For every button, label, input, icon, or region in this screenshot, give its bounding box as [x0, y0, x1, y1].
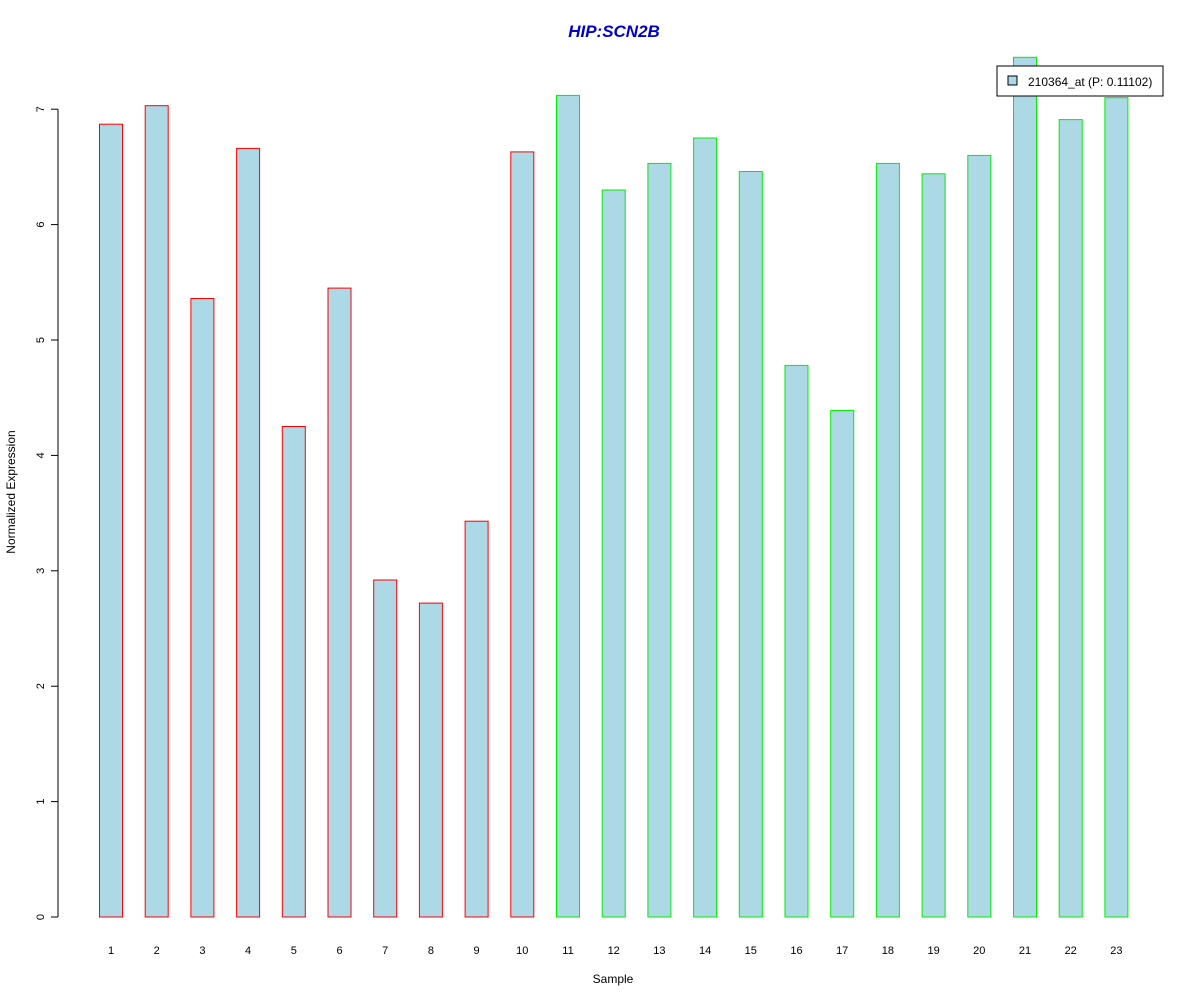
bar-sample-14	[693, 137, 718, 918]
bar-sample-12	[601, 189, 626, 918]
x-tick-label-15: 15	[745, 945, 757, 957]
chart-title: HIP:SCN2B	[568, 22, 660, 41]
bar-sample-19	[921, 173, 946, 918]
bar-sample-23	[1104, 97, 1129, 918]
bar-sample-17	[830, 409, 855, 918]
x-tick-label-21: 21	[1019, 945, 1031, 957]
bar-sample-9	[464, 520, 489, 918]
bar-sample-10	[510, 151, 535, 918]
bar-sample-8	[418, 602, 443, 918]
legend-swatch	[1007, 75, 1018, 86]
y-axis: 0 1 2 3 4 5 6 7	[35, 106, 59, 920]
y-tick-label-2: 2	[35, 683, 47, 689]
x-tick-label-3: 3	[199, 945, 205, 957]
x-tick-label-13: 13	[653, 945, 665, 957]
legend-label: 210364_at (P: 0.11102)	[1028, 75, 1152, 89]
y-tick-label-6: 6	[35, 222, 47, 228]
x-tick-labels: 1 2 3 4 5 6 7 8 9 10 11 12 13 14 15 16 17 18 19 20 21 22 23	[108, 945, 1123, 957]
x-axis-label: Sample	[593, 972, 634, 986]
x-tick-label-19: 19	[927, 945, 939, 957]
x-tick-label-14: 14	[699, 945, 711, 957]
x-tick-label-12: 12	[608, 945, 620, 957]
legend: 210364_at (P: 0.11102)	[996, 65, 1164, 97]
bar-sample-7	[373, 579, 398, 918]
x-tick-label-10: 10	[516, 945, 528, 957]
y-axis-label: Normalized Expression	[4, 430, 18, 553]
x-tick-label-11: 11	[562, 945, 573, 957]
bar-sample-1	[99, 123, 123, 918]
bar-sample-22	[1058, 119, 1083, 918]
x-tick-label-18: 18	[882, 945, 894, 957]
x-tick-label-4: 4	[245, 945, 251, 957]
bar-sample-5	[281, 426, 306, 918]
x-tick-label-22: 22	[1065, 945, 1077, 957]
x-tick-label-9: 9	[474, 945, 480, 957]
y-tick-label-5: 5	[35, 337, 47, 343]
bar-sample-20	[967, 154, 992, 918]
bar-sample-2	[144, 105, 169, 918]
bar-sample-16	[784, 364, 809, 918]
bar-sample-11	[556, 94, 580, 918]
x-tick-label-20: 20	[973, 945, 985, 957]
bar-sample-6	[327, 287, 352, 918]
bar-sample-3	[190, 298, 215, 918]
y-tick-label-7: 7	[35, 106, 47, 112]
bar-sample-4	[236, 147, 261, 918]
bar-sample-18	[875, 162, 900, 918]
legend-box	[996, 65, 1164, 97]
x-tick-label-7: 7	[382, 945, 388, 957]
x-tick-label-6: 6	[336, 945, 342, 957]
y-tick-label-4: 4	[35, 452, 47, 458]
y-tick-label-3: 3	[35, 568, 47, 574]
bar-sample-21	[1013, 56, 1037, 918]
x-tick-label-8: 8	[428, 945, 434, 957]
y-tick-label-1: 1	[35, 799, 47, 805]
x-tick-label-23: 23	[1110, 945, 1122, 957]
bar-sample-15	[738, 171, 763, 918]
y-tick-label-0: 0	[35, 914, 47, 920]
bars-group	[99, 56, 1129, 918]
x-tick-label-5: 5	[291, 945, 297, 957]
x-tick-label-16: 16	[790, 945, 802, 957]
x-tick-label-1: 1	[108, 945, 114, 957]
x-tick-label-17: 17	[836, 945, 848, 957]
bar-sample-13	[647, 162, 672, 918]
x-tick-label-2: 2	[154, 945, 160, 957]
